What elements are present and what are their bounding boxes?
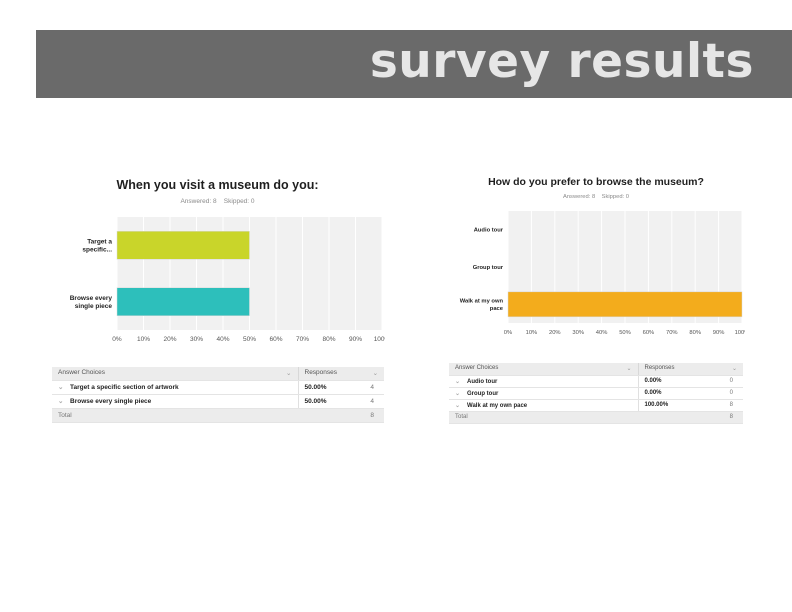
x-tick-label: 60%: [643, 330, 655, 336]
response-count: 8: [704, 399, 743, 412]
expand-chevron-icon[interactable]: ⌄: [58, 384, 64, 391]
survey-panel-1: When you visit a museum do you: Answered…: [50, 175, 385, 425]
x-tick-label: 60%: [269, 336, 282, 343]
x-tick-label: 10%: [137, 336, 150, 343]
x-tick-label: 40%: [596, 330, 608, 336]
response-percent: 50.00%: [297, 394, 350, 409]
response-count: 4: [350, 380, 385, 395]
expand-chevron-icon[interactable]: ⌄: [455, 402, 461, 409]
table-header-row: Answer Choices ⌄ Responses ⌄: [52, 367, 385, 381]
survey-panel-2: How do you prefer to browse the museum? …: [447, 172, 745, 427]
category-label: Walk at my own pace: [460, 299, 504, 312]
expand-chevron-icon[interactable]: ⌄: [58, 398, 64, 405]
x-tick-label: 30%: [572, 330, 584, 336]
total-count: 8: [704, 411, 743, 424]
response-count: 4: [350, 394, 385, 409]
response-percent: 0.00%: [637, 387, 704, 400]
bar-chart: 0% 10% 20% 30% 40% 50% 60% 70% 80% 90% 100% Target …: [70, 217, 385, 343]
answer-choice[interactable]: ⌄ Walk at my own pace: [449, 399, 638, 412]
response-percent: 100.00%: [637, 399, 704, 412]
x-tick-label: 50%: [243, 336, 256, 343]
x-tick-label: 80%: [689, 330, 701, 336]
sort-chevron-icon[interactable]: ⌄: [286, 370, 292, 378]
total-label: Total: [52, 408, 350, 423]
x-tick-label: 10%: [526, 330, 538, 336]
category-label: Browse every single piece: [70, 295, 113, 310]
bar: [116, 231, 250, 260]
answered-skipped-meta: Answered: 8 Skipped: 0: [180, 198, 255, 205]
column-header-responses[interactable]: Responses ⌄: [297, 367, 385, 381]
column-header-responses[interactable]: Responses ⌄: [637, 363, 743, 376]
bar: [116, 287, 250, 316]
x-tick-label: 100%: [374, 336, 385, 343]
table-row: ⌄ Target a specific section of artwork 50…: [52, 380, 385, 395]
x-tick-label: 90%: [349, 336, 362, 343]
page-title: survey results: [369, 34, 754, 89]
question-title: When you visit a museum do you:: [116, 178, 319, 192]
x-tick-label: 70%: [666, 330, 678, 336]
bar-chart: 0% 10% 20% 30% 40% 50% 60% 70% 80% 90% 100% Audio t…: [460, 211, 745, 336]
answered-skipped-meta: Answered: 8 Skipped: 0: [562, 194, 630, 200]
x-tick-label: 20%: [549, 330, 561, 336]
answer-choice[interactable]: ⌄ Browse every single piece: [52, 394, 298, 409]
table-row: ⌄ Browse every single piece 50.00% 4: [52, 394, 385, 409]
x-tick-label: 100%: [735, 330, 745, 336]
response-count: 0: [704, 375, 743, 388]
sort-chevron-icon[interactable]: ⌄: [731, 366, 737, 373]
total-count: 8: [350, 408, 385, 423]
expand-chevron-icon[interactable]: ⌄: [455, 390, 461, 397]
x-tick-label: 40%: [216, 336, 229, 343]
x-tick-label: 30%: [190, 336, 203, 343]
answer-choice[interactable]: ⌄ Group tour: [449, 387, 638, 400]
x-tick-label: 20%: [163, 336, 176, 343]
answer-choice[interactable]: ⌄ Audio tour: [449, 375, 638, 388]
sort-chevron-icon[interactable]: ⌄: [626, 366, 632, 373]
response-count: 0: [704, 387, 743, 400]
table-total-row: Total 8: [449, 411, 743, 424]
x-tick-label: 80%: [322, 336, 335, 343]
column-header-answer-choices[interactable]: Answer Choices ⌄: [449, 363, 638, 376]
table-row: ⌄ Group tour 0.00% 0: [449, 387, 743, 400]
table-total-row: Total 8: [52, 408, 385, 423]
table-row: ⌄ Walk at my own pace 100.00% 8: [449, 399, 743, 412]
total-label: Total: [449, 411, 704, 424]
column-header-answer-choices[interactable]: Answer Choices ⌄: [52, 367, 298, 381]
response-percent: 0.00%: [637, 375, 704, 388]
expand-chevron-icon[interactable]: ⌄: [455, 378, 461, 385]
table-header-row: Answer Choices ⌄ Responses ⌄: [449, 363, 743, 376]
bar: [507, 291, 743, 318]
x-tick-label: 0%: [504, 330, 512, 336]
x-tick-label: 90%: [713, 330, 725, 336]
question-title: How do you prefer to browse the museum?: [488, 176, 704, 188]
answer-choice[interactable]: ⌄ Target a specific section of artwork: [52, 380, 298, 395]
table-row: ⌄ Audio tour 0.00% 0: [449, 375, 743, 388]
category-label: Audio tour: [474, 228, 504, 234]
response-percent: 50.00%: [297, 380, 350, 395]
x-tick-label: 0%: [112, 336, 122, 343]
sort-chevron-icon[interactable]: ⌄: [372, 370, 379, 378]
title-banner: survey results: [36, 30, 792, 98]
responses-table: Answer Choices ⌄ Responses ⌄ ⌄ Audio tour 0…: [449, 363, 743, 424]
responses-table: Answer Choices ⌄ Responses ⌄ ⌄ Target a spe…: [52, 367, 385, 423]
category-label: Target a specific...: [82, 239, 112, 254]
category-label: Group tour: [473, 265, 504, 271]
x-tick-label: 70%: [296, 336, 309, 343]
x-tick-label: 50%: [619, 330, 631, 336]
